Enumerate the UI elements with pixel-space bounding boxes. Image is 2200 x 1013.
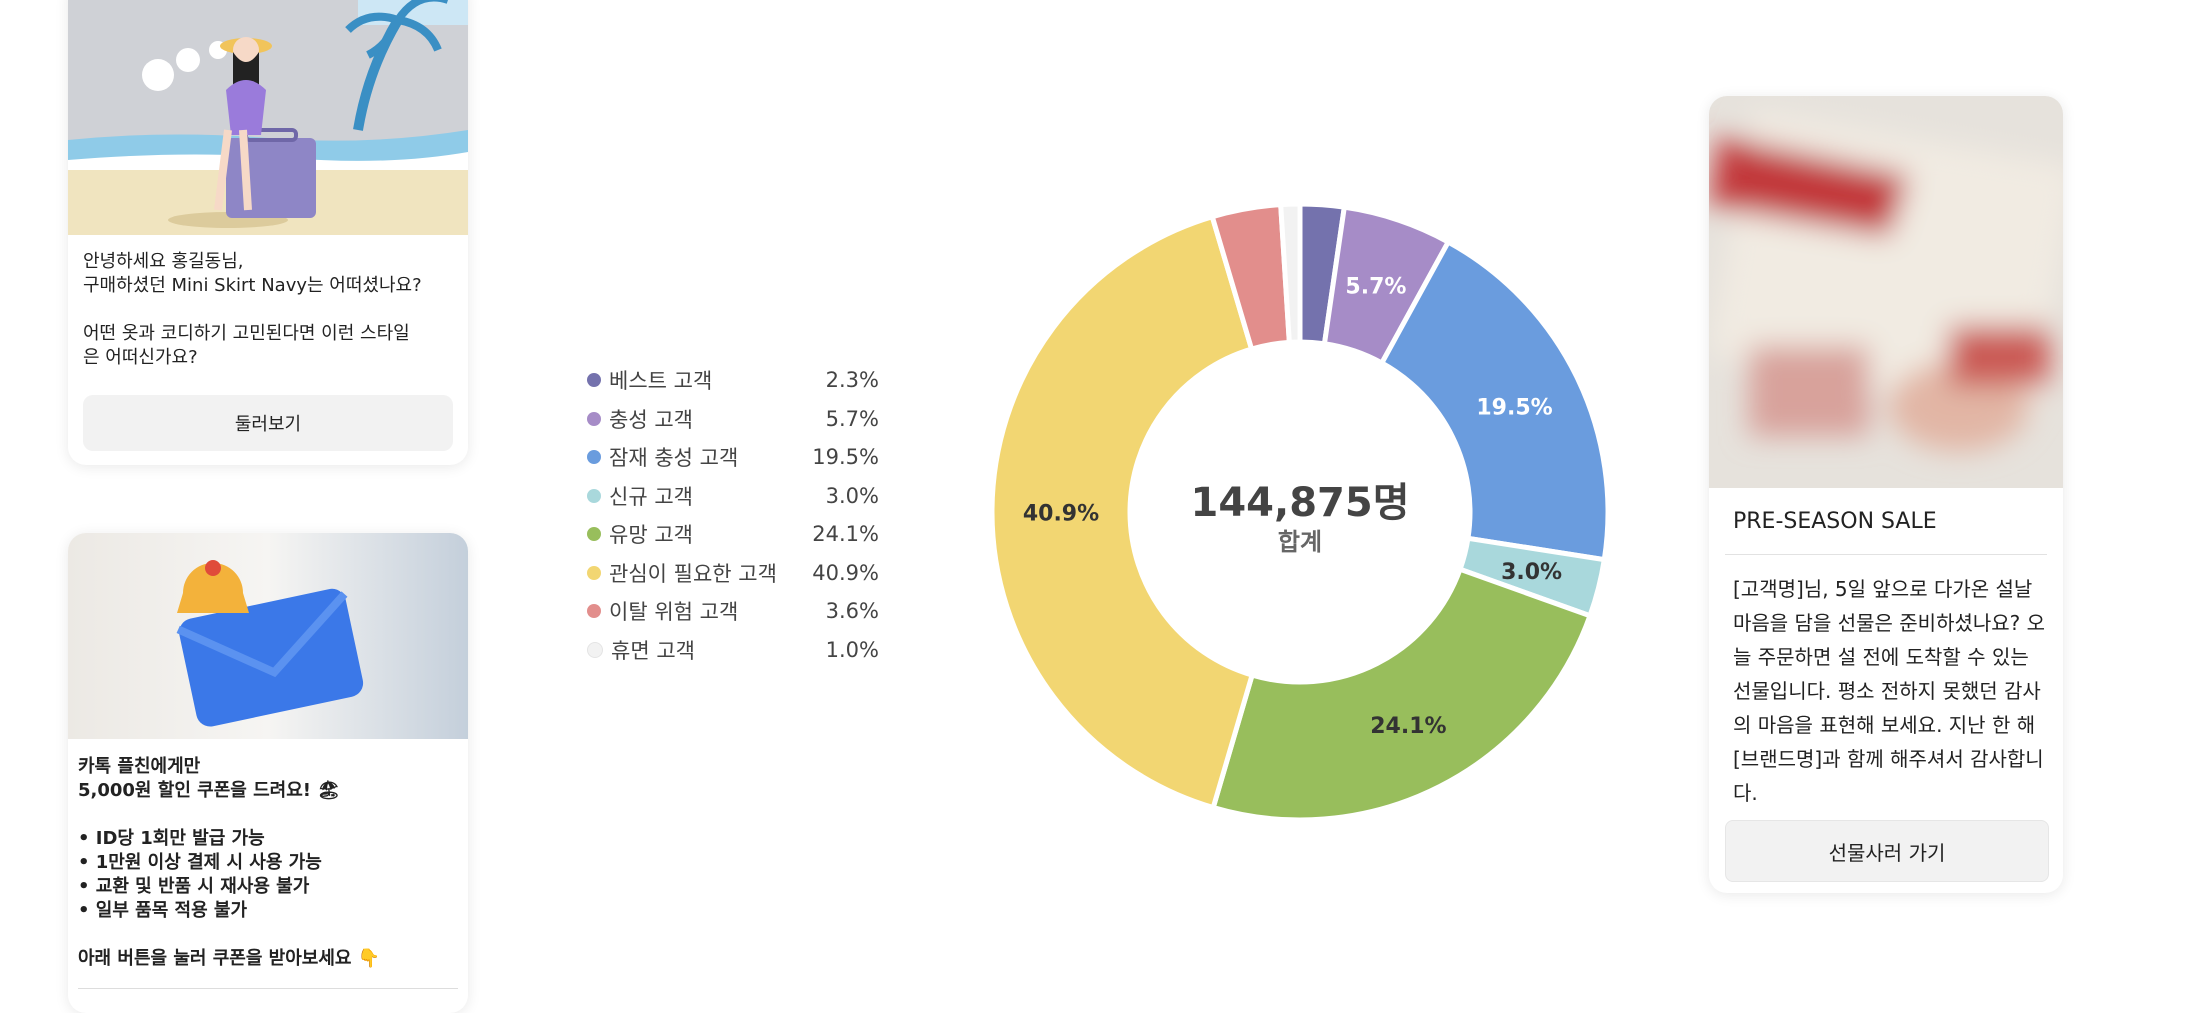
message-line: • 일부 품목 적용 불가 bbox=[78, 900, 248, 921]
legend-swatch bbox=[587, 604, 601, 619]
legend-label: 신규 고객 bbox=[609, 484, 693, 509]
legend-label: 휴면 고객 bbox=[611, 638, 695, 663]
legend-item: 신규 고객 3.0% bbox=[587, 477, 887, 516]
donut-slice bbox=[990, 213, 1256, 811]
vacation-message: 안녕하세요 홍길동님, 구매하셨던 Mini Skirt Navy는 어떠셨나요… bbox=[83, 250, 455, 370]
chart-total-label: 합계 bbox=[1277, 528, 1323, 556]
gift-title: PRE-SEASON SALE bbox=[1733, 509, 1937, 534]
message-line: • 1만원 이상 결제 시 사용 가능 bbox=[78, 852, 322, 873]
legend-value: 3.0% bbox=[825, 483, 879, 508]
message-line: 은 어떠신가요? bbox=[83, 347, 198, 368]
legend-swatch bbox=[587, 527, 601, 542]
legend-label: 잠재 충성 고객 bbox=[609, 446, 739, 471]
gift-message: [고객명]님, 5일 앞으로 다가온 설날 마음을 담을 선물은 준비하셨나요?… bbox=[1733, 577, 2046, 805]
message-line bbox=[78, 803, 458, 827]
donut-slice bbox=[1378, 238, 1610, 563]
gift-box-photo bbox=[1709, 96, 2063, 488]
chart-total-value: 144,875명 bbox=[1190, 480, 1410, 526]
message-line: 카톡 플친에게만 bbox=[78, 756, 201, 777]
message-line: • 교환 및 반품 시 재사용 불가 bbox=[78, 876, 310, 897]
message-line: 구매하셨던 Mini Skirt Navy는 어떠셨나요? bbox=[83, 275, 422, 296]
legend-label: 베스트 고객 bbox=[609, 369, 713, 394]
customer-segment-donut-chart: 5.7% 19.5% 3.0% 24.1% 40.9% bbox=[990, 202, 1610, 822]
envelope-bell-illustration bbox=[68, 533, 468, 739]
legend-value: 40.9% bbox=[812, 560, 879, 585]
browse-button[interactable]: 둘러보기 bbox=[83, 395, 453, 451]
chart-legend: 베스트 고객 2.3% 충성 고객 5.7% 잠재 충성 고객 19.5% 신규 고객 3.0… bbox=[587, 361, 887, 669]
legend-item: 베스트 고객 2.3% bbox=[587, 361, 887, 400]
legend-item: 휴면 고객 1.0% bbox=[587, 631, 887, 670]
legend-swatch bbox=[587, 641, 603, 658]
divider bbox=[1725, 554, 2047, 555]
legend-item: 유망 고객 24.1% bbox=[587, 515, 887, 554]
legend-swatch bbox=[587, 373, 601, 388]
message-line: • ID당 1회만 발급 가능 bbox=[78, 828, 265, 849]
message-card-coupon: 카톡 플친에게만 5,000원 할인 쿠폰을 드려요! 🏖 • ID당 1회만 … bbox=[68, 533, 468, 1013]
legend-item: 충성 고객 5.7% bbox=[587, 400, 887, 439]
legend-label: 충성 고객 bbox=[609, 407, 693, 432]
message-card-gift: PRE-SEASON SALE [고객명]님, 5일 앞으로 다가온 설날 마음… bbox=[1709, 96, 2063, 893]
legend-value: 2.3% bbox=[825, 368, 879, 393]
beach-illustration bbox=[68, 0, 468, 235]
legend-value: 1.0% bbox=[825, 637, 879, 662]
shop-gift-button[interactable]: 선물사러 가기 bbox=[1725, 820, 2049, 882]
message-line: 어떤 옷과 코디하기 고민된다면 이런 스타일 bbox=[83, 323, 410, 344]
message-line bbox=[83, 298, 455, 322]
coupon-message: 카톡 플친에게만 5,000원 할인 쿠폰을 드려요! 🏖 • ID당 1회만 … bbox=[78, 755, 458, 971]
legend-value: 5.7% bbox=[825, 406, 879, 431]
slice-value-label: 40.9% bbox=[1023, 501, 1099, 526]
legend-value: 24.1% bbox=[812, 522, 879, 547]
message-line: 아래 버튼을 눌러 쿠폰을 받아보세요 👇 bbox=[78, 948, 381, 969]
message-card-vacation: 안녕하세요 홍길동님, 구매하셨던 Mini Skirt Navy는 어떠셨나요… bbox=[68, 0, 468, 465]
legend-swatch bbox=[587, 565, 601, 580]
legend-item: 관심이 필요한 고객 40.9% bbox=[587, 554, 887, 593]
donut-slice bbox=[1278, 202, 1303, 345]
legend-label: 이탈 위험 고객 bbox=[609, 600, 739, 625]
legend-swatch bbox=[587, 488, 601, 503]
legend-label: 관심이 필요한 고객 bbox=[609, 561, 777, 586]
divider bbox=[78, 988, 458, 989]
donut-slice bbox=[1210, 566, 1594, 822]
slice-value-label: 24.1% bbox=[1370, 714, 1446, 739]
slice-value-label: 3.0% bbox=[1501, 560, 1562, 585]
legend-swatch bbox=[587, 450, 601, 465]
slice-value-label: 5.7% bbox=[1345, 274, 1406, 299]
message-line: 5,000원 할인 쿠폰을 드려요! 🏖 bbox=[78, 780, 341, 801]
slice-value-label: 19.5% bbox=[1476, 396, 1552, 421]
legend-item: 이탈 위험 고객 3.6% bbox=[587, 592, 887, 631]
message-line: 안녕하세요 홍길동님, bbox=[83, 251, 244, 272]
legend-label: 유망 고객 bbox=[609, 523, 693, 548]
legend-item: 잠재 충성 고객 19.5% bbox=[587, 438, 887, 477]
legend-swatch bbox=[587, 411, 601, 426]
legend-value: 19.5% bbox=[812, 445, 879, 470]
message-line bbox=[78, 923, 458, 947]
legend-value: 3.6% bbox=[825, 599, 879, 624]
